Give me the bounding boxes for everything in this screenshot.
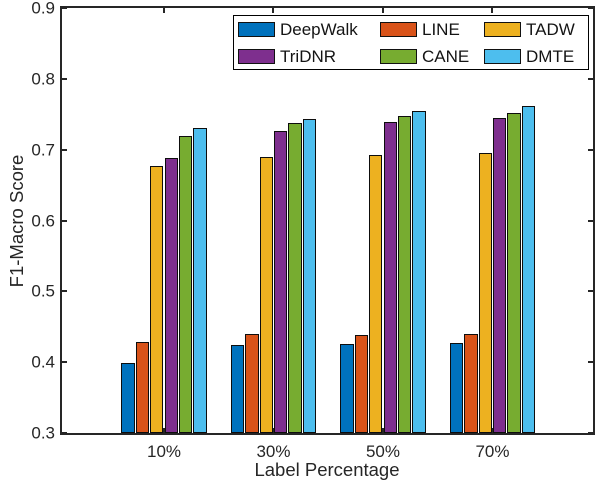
y-tick [62, 432, 67, 434]
bar-tridnr-10% [164, 158, 178, 433]
x-tick [272, 428, 275, 433]
y-tick [62, 7, 67, 9]
bar-tadw-50% [369, 154, 383, 433]
y-tick-label: 0.5 [31, 281, 55, 301]
legend-label: DeepWalk [280, 20, 358, 39]
y-axis-label: F1-Macro Score [5, 154, 27, 288]
legend-swatch-tridnr [238, 49, 275, 64]
bar-cane-30% [288, 122, 302, 433]
bar-deepwalk-10% [121, 362, 135, 433]
x-tick [272, 8, 275, 13]
x-tick [381, 428, 384, 433]
y-tick [62, 148, 67, 151]
y-tick [62, 77, 67, 80]
y-tick [588, 148, 593, 151]
y-tick [588, 361, 593, 364]
bar-line-10% [135, 342, 150, 433]
y-tick [588, 77, 593, 80]
bar-tadw-30% [259, 156, 273, 433]
bar-deepwalk-70% [449, 343, 464, 433]
bar-tridnr-70% [493, 117, 507, 433]
bar-tridnr-50% [383, 122, 397, 433]
y-tick-label: 0.4 [31, 352, 55, 372]
bar-tadw-10% [150, 165, 164, 433]
legend-label: LINE [422, 20, 460, 39]
x-tick [491, 428, 494, 433]
y-tick [588, 7, 593, 9]
x-tick-label: 30% [256, 442, 291, 461]
y-tick-label: 0.8 [31, 69, 55, 89]
x-tick-label: 70% [475, 442, 510, 461]
x-tick-label: 50% [365, 442, 400, 461]
plot-area: DeepWalk LINE TADW TriDNR CANE DMTE [60, 6, 595, 435]
legend: DeepWalk LINE TADW TriDNR CANE DMTE [233, 15, 589, 70]
bar-deepwalk-50% [340, 343, 354, 433]
bar-tridnr-30% [274, 130, 288, 433]
bar-dmte-50% [412, 110, 426, 433]
bar-dmte-30% [302, 118, 317, 433]
legend-swatch-tadw [484, 22, 521, 37]
x-tick-label: 10% [146, 442, 182, 461]
bar-cane-50% [397, 115, 412, 433]
bar-cane-70% [507, 112, 521, 433]
x-axis-label: Label Percentage [254, 459, 400, 480]
x-tick [163, 8, 165, 13]
bar-tadw-70% [478, 153, 492, 433]
legend-item-dmte: DMTE [484, 48, 574, 65]
legend-label: CANE [422, 47, 470, 66]
y-tick-label: 0.9 [31, 0, 55, 18]
legend-item-deepwalk: DeepWalk [238, 21, 358, 38]
legend-swatch-dmte [484, 49, 521, 64]
y-tick [588, 219, 593, 222]
y-tick [588, 432, 593, 434]
legend-label: TADW [526, 20, 575, 39]
y-tick [62, 361, 67, 364]
legend-item-line: LINE [380, 21, 460, 38]
x-tick [491, 8, 494, 13]
y-tick-label: 0.6 [31, 211, 55, 230]
legend-item-tadw: TADW [484, 21, 575, 38]
y-tick [62, 219, 67, 222]
x-tick [163, 428, 165, 433]
y-tick-label: 0.3 [31, 423, 55, 443]
legend-swatch-line [380, 22, 417, 37]
legend-swatch-deepwalk [238, 22, 275, 37]
y-tick [588, 290, 593, 293]
bar-cane-10% [178, 136, 193, 433]
y-tick [62, 290, 67, 293]
legend-swatch-cane [380, 49, 417, 64]
legend-label: DMTE [526, 47, 575, 66]
bar-dmte-10% [193, 128, 207, 433]
bar-line-70% [464, 333, 478, 433]
legend-item-tridnr: TriDNR [238, 48, 336, 65]
bar-line-30% [245, 333, 259, 433]
bar-deepwalk-30% [230, 345, 245, 433]
legend-item-cane: CANE [380, 48, 469, 65]
bar-line-50% [354, 334, 369, 433]
x-tick [381, 8, 384, 13]
bar-dmte-70% [521, 106, 535, 433]
y-tick-label: 0.7 [31, 140, 55, 160]
legend-label: TriDNR [280, 47, 337, 66]
